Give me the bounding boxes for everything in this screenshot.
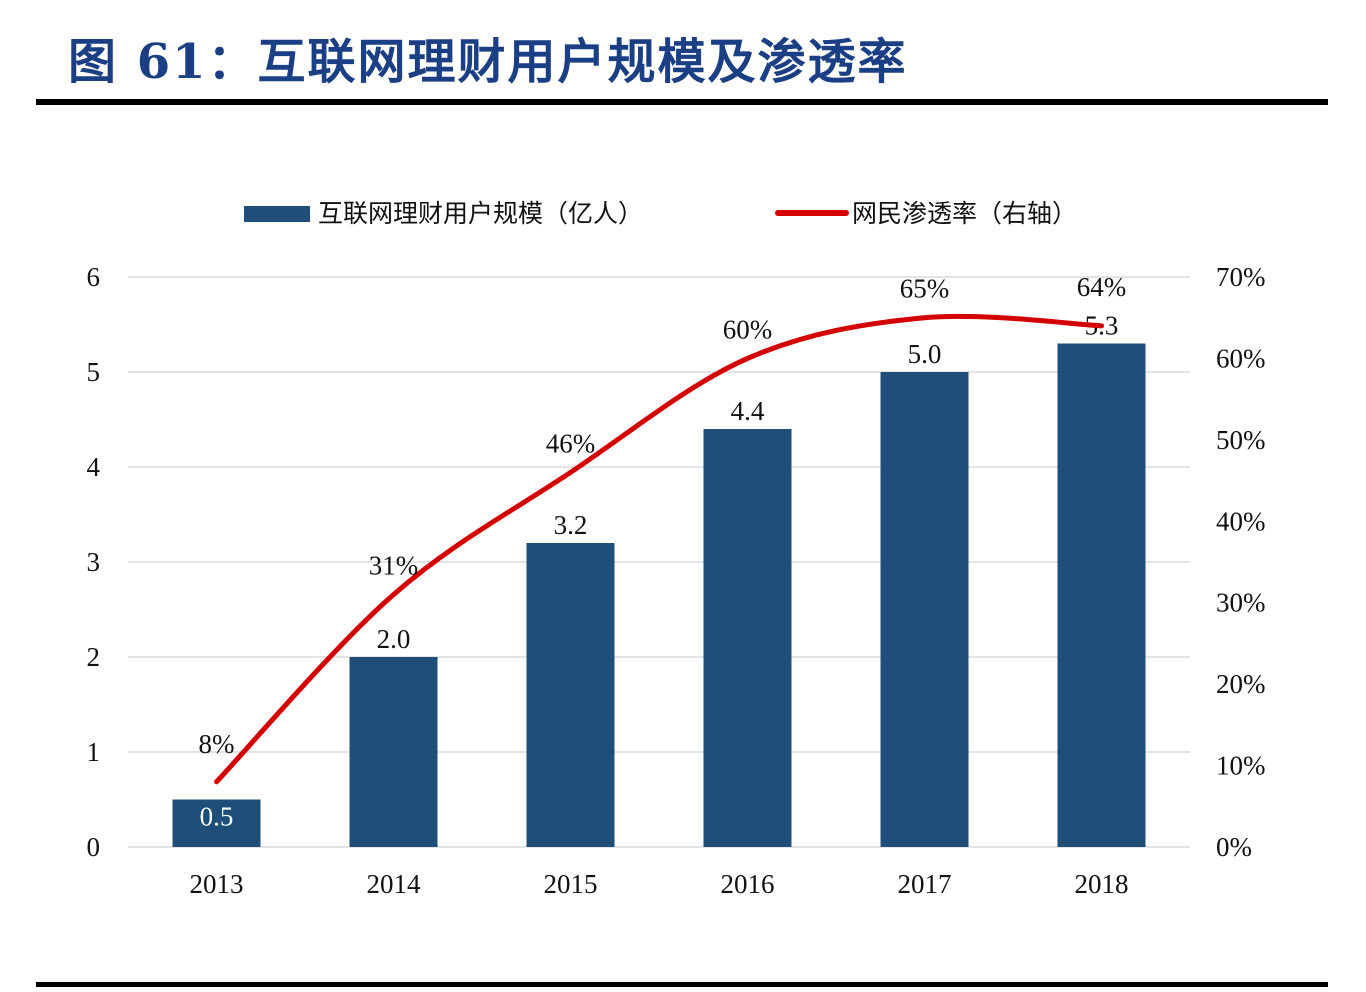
bar-data-label: 2.0: [377, 624, 411, 654]
left-tick-label: 6: [87, 262, 101, 292]
line-data-label: 46%: [546, 428, 596, 458]
x-tick-label: 2017: [898, 869, 952, 899]
bar-data-label: 4.4: [731, 396, 765, 426]
line-data-label: 31%: [369, 551, 419, 581]
bar: [703, 429, 792, 847]
left-tick-label: 3: [87, 547, 101, 577]
right-tick-label: 10%: [1216, 751, 1266, 781]
line-data-label: 64%: [1077, 272, 1127, 302]
legend-bar-swatch: [244, 206, 310, 222]
x-tick-label: 2018: [1075, 869, 1129, 899]
x-tick-label: 2015: [544, 869, 598, 899]
right-tick-label: 30%: [1216, 588, 1266, 618]
right-tick-label: 70%: [1216, 262, 1266, 292]
bar-data-label: 5.0: [908, 339, 942, 369]
right-tick-label: 50%: [1216, 425, 1266, 455]
penetration-rate-line: [214, 313, 1104, 785]
bar: [880, 372, 969, 847]
right-tick-label: 40%: [1216, 506, 1266, 536]
bar-data-label: 0.5: [200, 802, 234, 832]
legend-line-label: 网民渗透率（右轴）: [852, 200, 1077, 228]
x-tick-label: 2014: [367, 869, 422, 899]
left-tick-label: 5: [87, 357, 101, 387]
bar: [349, 657, 438, 847]
legend-bar-label: 互联网理财用户规模（亿人）: [318, 200, 643, 228]
line-data-label: 60%: [723, 314, 773, 344]
left-tick-label: 0: [87, 832, 101, 862]
bar-data-label: 3.2: [554, 510, 588, 540]
left-tick-label: 4: [87, 452, 101, 482]
top-rule: [36, 99, 1328, 105]
right-tick-label: 20%: [1216, 669, 1266, 699]
left-tick-label: 1: [87, 737, 101, 767]
left-tick-label: 2: [87, 642, 101, 672]
chart-title: 图 61：互联网理财用户规模及渗透率: [68, 34, 908, 90]
x-tick-label: 2016: [721, 869, 775, 899]
right-tick-label: 0%: [1216, 832, 1252, 862]
line-data-label: 65%: [900, 274, 950, 304]
bottom-rule: [36, 982, 1328, 987]
right-tick-label: 60%: [1216, 343, 1266, 373]
bar: [172, 799, 261, 847]
x-tick-label: 2013: [190, 869, 244, 899]
line-data-label: 8%: [199, 729, 235, 759]
bar: [526, 543, 615, 847]
bar: [1057, 343, 1146, 847]
